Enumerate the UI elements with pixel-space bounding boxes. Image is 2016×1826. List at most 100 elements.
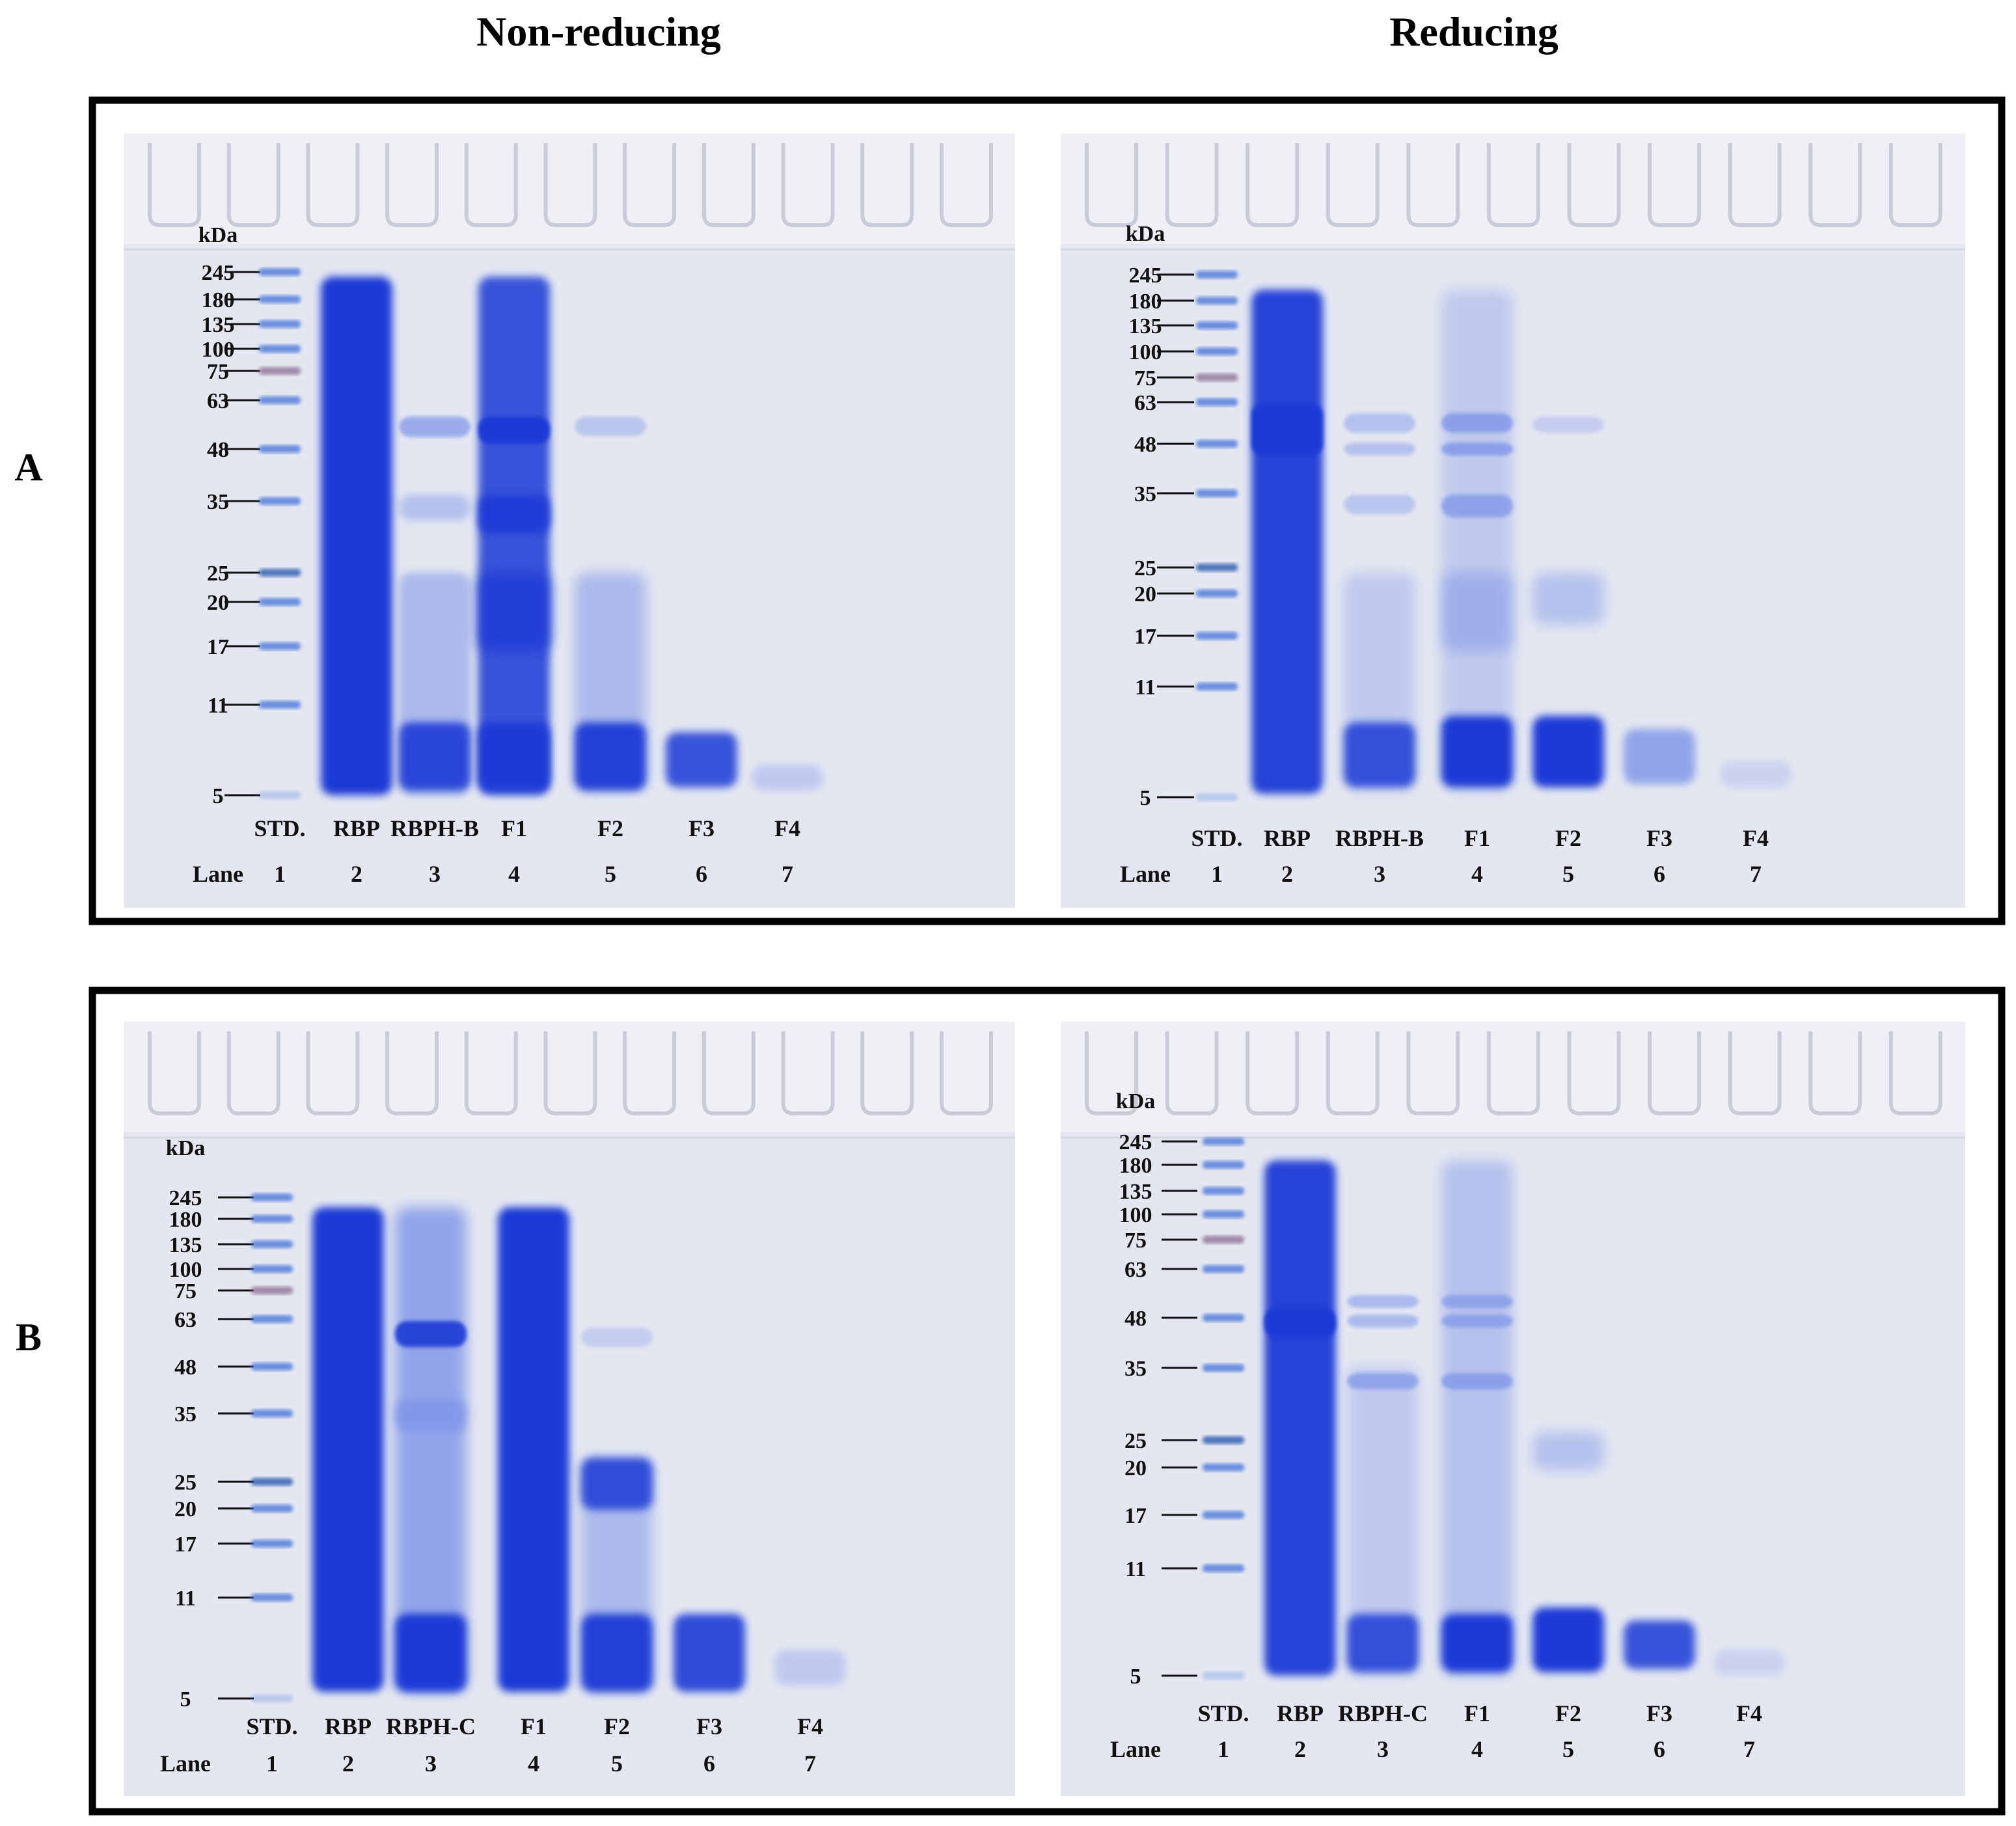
marker-label-5: 5 [180,1687,191,1711]
gel-well [464,1031,518,1115]
ladder-band-5 [259,791,301,799]
lane-name-3: RBPH-B [1335,825,1424,851]
marker-label-245: 245 [1129,264,1162,288]
ladder-band-100 [259,345,301,353]
marker-label-48: 48 [174,1356,197,1380]
lane-5-band [581,1458,653,1510]
column-title-non-reducing: Non-reducing [476,8,721,55]
ladder-band-35 [251,1410,293,1417]
lane-name-3: RBPH-C [1338,1700,1428,1726]
lane-name-2: RBP [1277,1700,1324,1726]
lane-4-band [478,495,550,534]
ladder-band-48 [1203,1314,1244,1322]
kda-unit-label: kDa [1116,1089,1155,1113]
marker-label-5: 5 [1140,786,1151,810]
ladder-band-135 [1196,321,1238,329]
kda-unit-label: kDa [1126,222,1165,246]
lane-name-7: F4 [1743,825,1769,851]
lane-number-5: 5 [611,1751,623,1777]
gel-comb-area [1061,133,1965,244]
marker-label-11: 11 [1135,675,1156,700]
lane-name-6: F3 [696,1713,722,1739]
lane-2-band [1264,1160,1336,1676]
gel-well [385,143,439,227]
gel-well [1085,1031,1138,1115]
marker-label-5: 5 [213,784,224,808]
lane-4-band [478,277,550,795]
marker-label-63: 63 [1134,391,1156,415]
ladder-band-25 [1203,1436,1244,1444]
ladder-band-11 [1203,1564,1244,1572]
lane-row-label: Lane [193,861,243,887]
lane-name-7: F4 [774,815,800,841]
gel-well [1246,143,1300,227]
lane-number-1: 1 [1218,1736,1229,1762]
gel-well [464,143,518,227]
lane-name-1: STD. [1197,1700,1249,1726]
gel-well [385,1031,439,1115]
lane-name-2: RBP [333,815,380,841]
gel-well [781,143,835,227]
lane-number-3: 3 [1377,1736,1389,1762]
lane-number-3: 3 [425,1751,437,1777]
gel-well [1888,1031,1942,1115]
marker-label-35: 35 [1124,1357,1147,1381]
lane-number-6: 6 [703,1751,715,1777]
lane-number-2: 2 [1294,1736,1306,1762]
gel-well [702,143,756,227]
lane-5-band [1532,1432,1604,1471]
lane-3-band [1344,495,1415,514]
lane-3-band [395,1614,467,1692]
lane-name-4: F1 [1464,825,1490,851]
ladder-band-245 [1196,271,1238,279]
lane-name-6: F3 [1646,1700,1672,1726]
gel-well [1486,1031,1540,1115]
gel-well [860,143,914,227]
lane-7-band [774,1650,846,1685]
ladder-band-11 [259,701,301,709]
marker-label-25: 25 [174,1471,197,1495]
lane-name-6: F3 [688,815,715,841]
gel-well [702,1031,756,1115]
ladder-band-25 [1196,564,1238,571]
marker-label-20: 20 [1134,582,1156,606]
lane-3-band [395,1321,467,1347]
lane-2-band [321,277,392,795]
lane-3-band [395,1399,467,1432]
lane-name-7: F4 [797,1713,823,1739]
gel-well [860,1031,914,1115]
gel-well [148,1031,201,1115]
lane-7-band [1713,1650,1785,1676]
gel-well [1165,143,1219,227]
marker-label-100: 100 [169,1258,202,1282]
lane-number-4: 4 [528,1751,539,1777]
marker-label-35: 35 [1134,482,1156,506]
gel-well [939,143,993,227]
lane-name-6: F3 [1646,825,1672,851]
lane-3-band [399,495,470,521]
lane-3-band [1347,1295,1419,1308]
lane-name-4: F1 [521,1713,547,1739]
row-label-b: B [16,1316,42,1359]
gel-well [1085,143,1138,227]
gel-well [1567,1031,1621,1115]
lane-5-band [1532,716,1604,787]
lane-name-5: F2 [1555,1700,1581,1726]
lane-4-band [1441,1315,1513,1328]
marker-label-245: 245 [1119,1130,1152,1154]
lane-4-band [478,573,550,651]
gel-comb-area [124,133,1015,244]
gel-well [1165,1031,1219,1115]
lane-number-2: 2 [351,861,362,887]
lane-5-band [1532,573,1604,625]
ladder-band-75 [251,1287,293,1294]
lane-7-band [752,765,823,791]
lane-5-band [575,416,646,436]
lane-number-7: 7 [1750,861,1762,887]
row-label-a: A [14,446,42,489]
gel-well [226,143,280,227]
kda-unit-label: kDa [198,223,238,247]
lane-name-2: RBP [325,1713,372,1739]
lane-number-4: 4 [508,861,520,887]
gel-comb-area [124,1022,1015,1132]
